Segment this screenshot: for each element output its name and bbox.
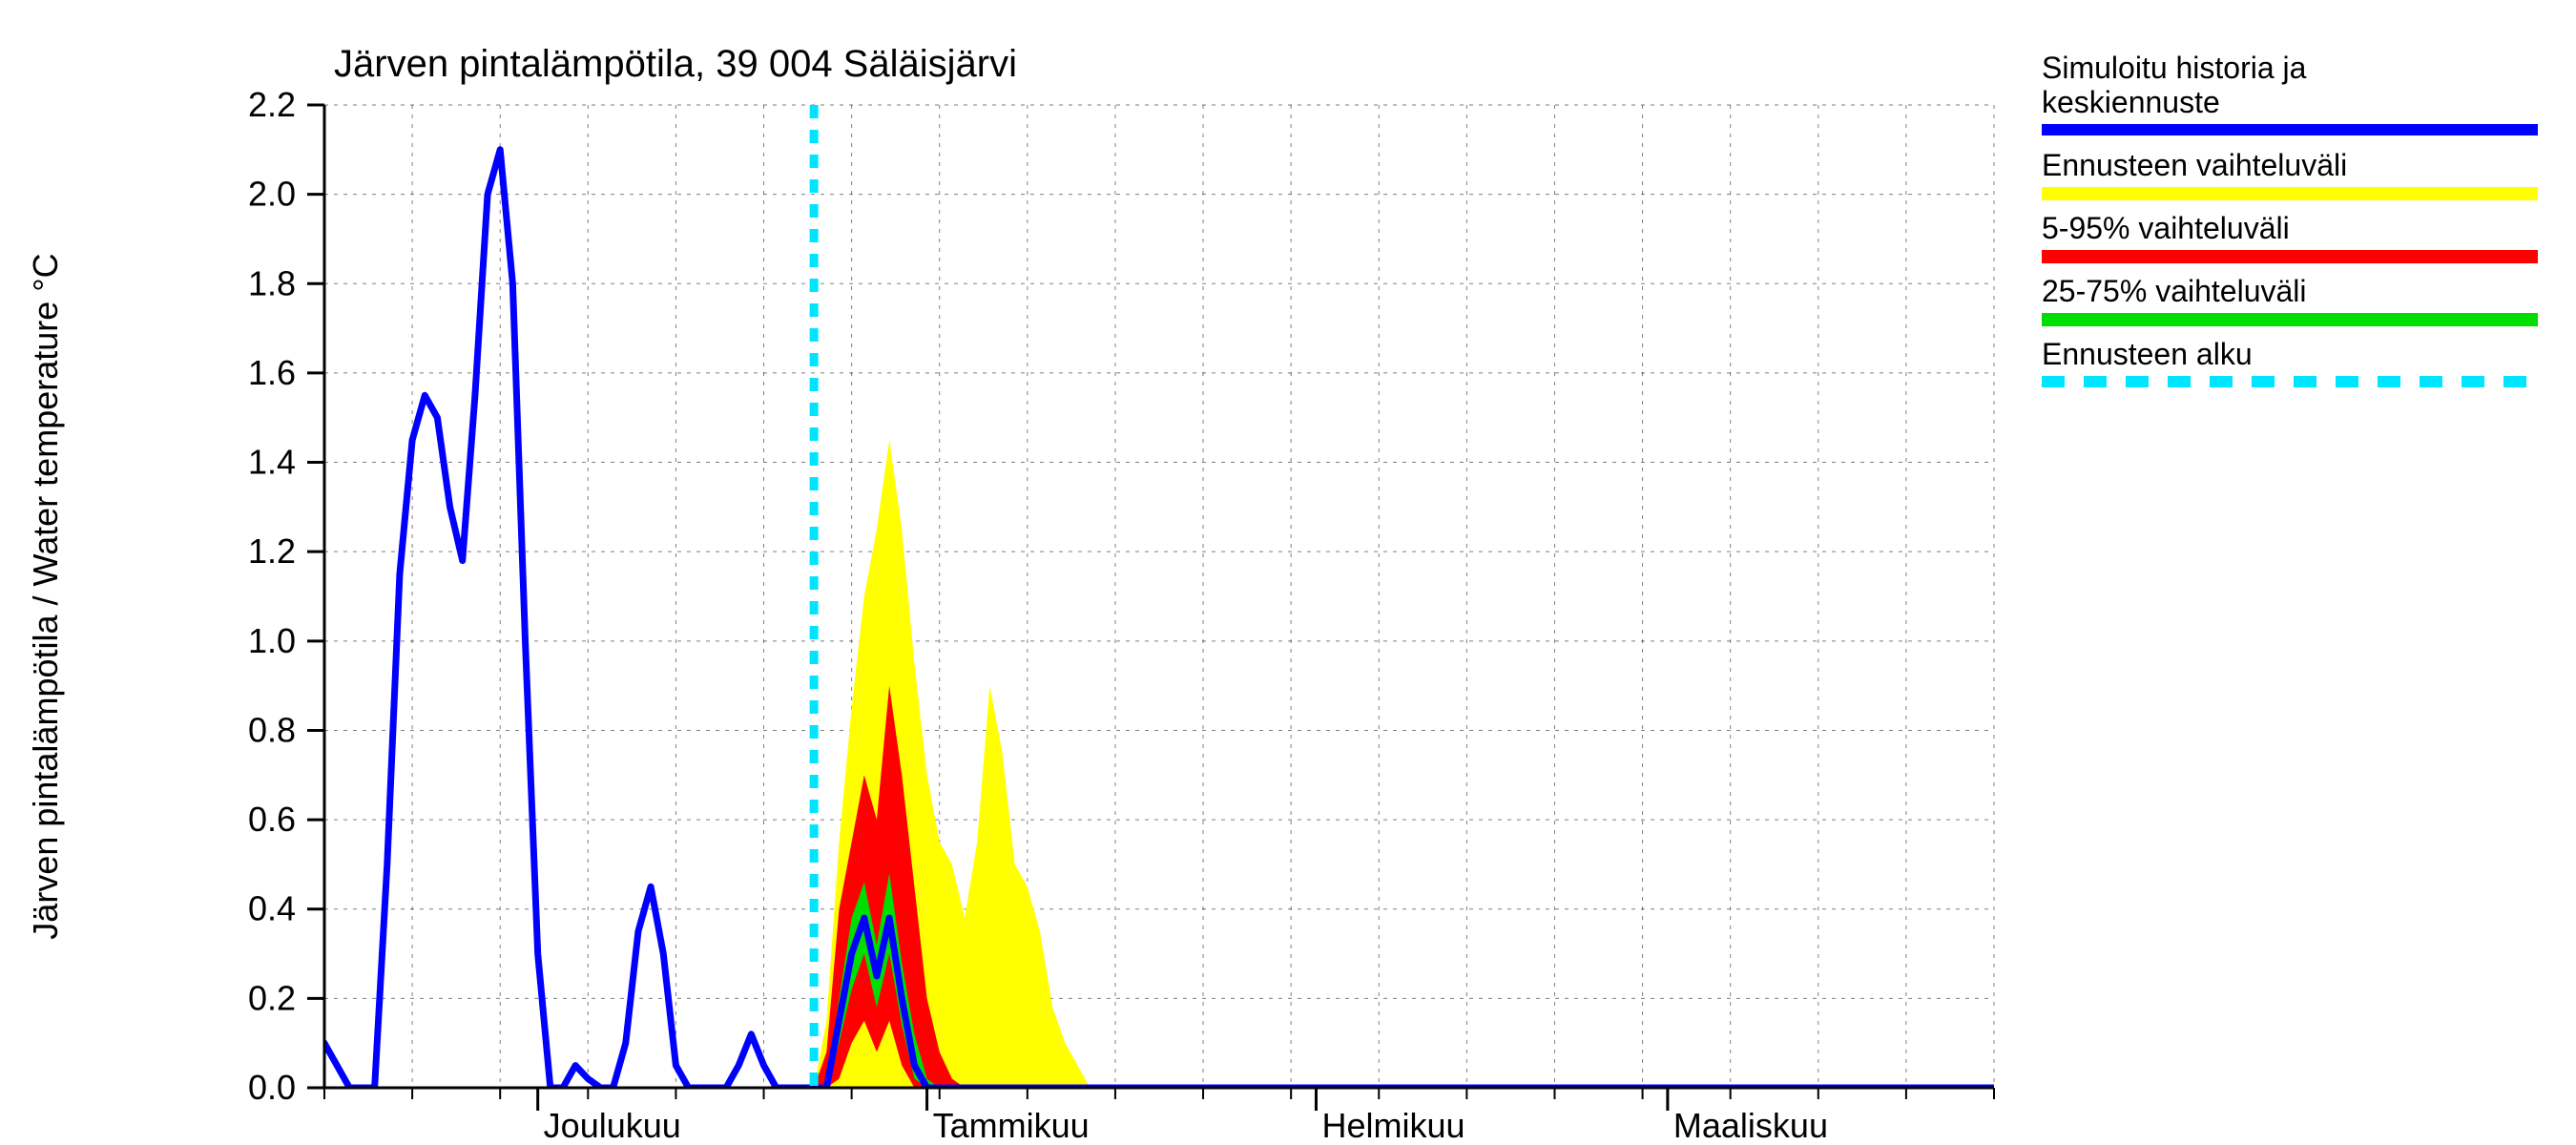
svg-text:Joulukuu: Joulukuu xyxy=(544,1106,681,1145)
svg-text:1.2: 1.2 xyxy=(248,531,296,571)
data-layer xyxy=(324,105,1994,1088)
svg-text:0.8: 0.8 xyxy=(248,710,296,749)
svg-text:1.8: 1.8 xyxy=(248,263,296,302)
svg-text:0.2: 0.2 xyxy=(248,978,296,1017)
svg-text:Helmikuu: Helmikuu xyxy=(1321,1106,1465,1145)
chart-container: 0.0 0.2 0.4 0.6 0.8 1.0 1.2 1.4 1.6 1.8 2.0 2.2 Joul… xyxy=(0,0,2576,1145)
chart-title: Järven pintalämpötila, 39 004 Säläisjärv… xyxy=(334,43,1017,85)
history-central-line xyxy=(324,150,1994,1088)
svg-text:1.6: 1.6 xyxy=(248,353,296,392)
svg-text:25-75% vaihteluväli: 25-75% vaihteluväli xyxy=(2042,274,2307,308)
svg-text:1.4: 1.4 xyxy=(248,443,296,482)
svg-text:Ennusteen vaihteluväli: Ennusteen vaihteluväli xyxy=(2042,148,2347,182)
svg-text:0.0: 0.0 xyxy=(248,1068,296,1107)
y-axis-title: Järven pintalämpötila / Water temperatur… xyxy=(26,253,65,939)
svg-text:Maaliskuu: Maaliskuu xyxy=(1673,1106,1828,1145)
svg-text:1.0: 1.0 xyxy=(248,621,296,660)
svg-text:5-95% vaihteluväli: 5-95% vaihteluväli xyxy=(2042,211,2290,245)
svg-text:0.6: 0.6 xyxy=(248,800,296,839)
grid xyxy=(324,105,1994,1088)
svg-text:2.2: 2.2 xyxy=(248,85,296,124)
svg-text:2.0: 2.0 xyxy=(248,175,296,214)
svg-text:0.4: 0.4 xyxy=(248,889,296,928)
svg-text:keskiennuste: keskiennuste xyxy=(2042,85,2220,119)
legend: Simuloitu historia jakeskiennuste Ennuste… xyxy=(2042,51,2538,382)
svg-text:Simuloitu historia ja: Simuloitu historia ja xyxy=(2042,51,2307,85)
chart-svg: 0.0 0.2 0.4 0.6 0.8 1.0 1.2 1.4 1.6 1.8 2.0 2.2 Joul… xyxy=(0,0,2576,1145)
svg-text:Tammikuu: Tammikuu xyxy=(933,1106,1090,1145)
svg-text:Ennusteen alku: Ennusteen alku xyxy=(2042,337,2253,371)
